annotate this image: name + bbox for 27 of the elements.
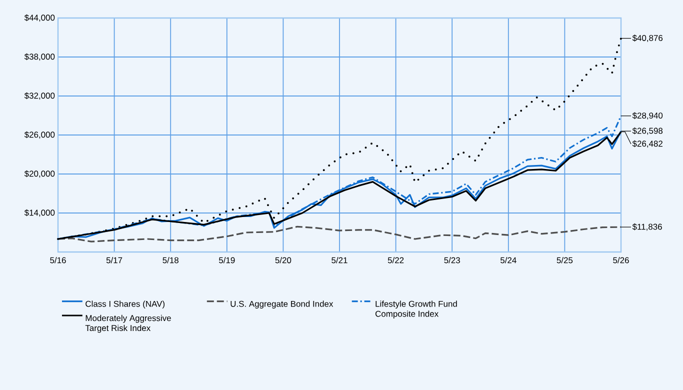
y-tick-label: $32,000	[24, 92, 55, 100]
x-tick-label: 5/17	[106, 257, 122, 264]
annotation: $40,876	[632, 34, 663, 42]
y-tick-label: $14,000	[24, 209, 55, 217]
y-tick-label: $26,000	[24, 131, 55, 139]
legend-label: Class I Shares (NAV)	[86, 300, 164, 309]
x-tick-label: 5/19	[219, 257, 235, 264]
legend-label: Moderately Aggressive Target Risk Index	[85, 314, 171, 333]
x-tick-label: 5/24	[500, 257, 516, 264]
legend-label: Lifestyle Growth Fund Composite Index	[375, 300, 457, 318]
y-tick-label: $38,000	[24, 53, 55, 61]
x-tick-label: 5/22	[388, 257, 404, 264]
x-tick-label: 5/16	[50, 257, 66, 264]
x-tick-label: 5/23	[444, 257, 460, 264]
annotation: $26,598	[632, 127, 663, 135]
annotation: $28,940	[632, 112, 663, 120]
x-tick-label: 5/25	[556, 257, 573, 264]
x-tick-label: 5/21	[332, 257, 348, 264]
x-tick-label: 5/20	[275, 257, 292, 264]
y-tick-label: $20,000	[24, 170, 55, 178]
legend-label: U.S. Aggregate Bond Index	[230, 300, 334, 309]
x-tick-label: 5/18	[162, 257, 178, 264]
annotation: $26,482	[632, 140, 662, 148]
line-series	[57, 226, 622, 242]
y-tick-label: $44,000	[24, 14, 55, 22]
annotation: $11,836	[632, 223, 662, 231]
x-tick-label: 5/26	[613, 257, 629, 264]
